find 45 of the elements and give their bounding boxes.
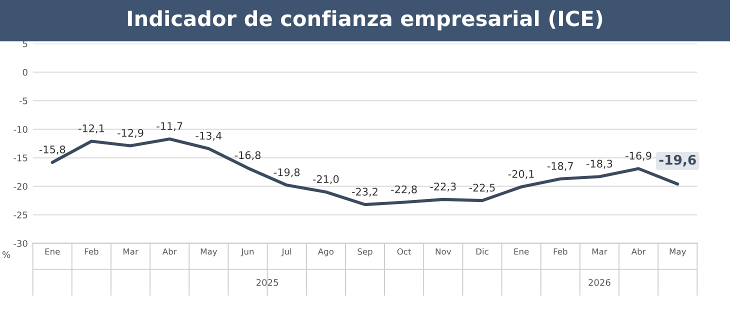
text: 2025 [256, 279, 278, 286]
x-tick-label: Abr [162, 248, 177, 255]
y-axis-title: % [2, 251, 10, 258]
data-label: -12,9 [118, 128, 144, 138]
data-label: -22,5 [469, 184, 495, 193]
x-tick-label: May [200, 248, 218, 256]
data-label: -18,7 [547, 162, 573, 171]
data-label: -13,4 [196, 132, 222, 141]
x-tick-label: Ene [514, 248, 529, 255]
data-label: -22,8 [391, 185, 417, 194]
y-tick-label: -25 [14, 212, 28, 218]
data-label: -22,3 [430, 182, 456, 192]
x-tick-label: Mar [592, 248, 608, 255]
x-tick-label: Ago [318, 248, 334, 256]
x-tick-label: Oct [397, 248, 412, 255]
data-label: -12,1 [78, 124, 104, 134]
x-tick-label: Feb [554, 248, 568, 255]
data-label: -18,3 [586, 160, 612, 169]
y-tick-label: -10 [14, 126, 28, 133]
data-label: -16,8 [234, 151, 261, 160]
data-label: -21,0 [312, 175, 339, 184]
x-tick-label: Jun [240, 248, 254, 256]
x-tick-label: Ene [45, 248, 60, 255]
x-tick-label: May [670, 248, 686, 256]
x-tick-label: Abr [631, 248, 646, 255]
x-tick-label: Feb [84, 248, 98, 255]
data-label: -20,1 [508, 170, 534, 179]
data-label: -16,9 [626, 152, 652, 161]
x-tick-label: Jul [281, 248, 292, 256]
data-label: -15,8 [39, 146, 66, 154]
y-tick-label: -5 [19, 98, 28, 104]
text: 2026 [588, 279, 610, 286]
data-label: -19,6 [659, 154, 696, 166]
data-label: -19,8 [274, 168, 300, 178]
x-tick-label: Mar [124, 248, 138, 255]
x-tick-label: Sep [358, 248, 372, 256]
data-label: -11,7 [156, 122, 182, 132]
y-tick-label: 0 [22, 68, 28, 76]
data-label: -23,2 [352, 188, 378, 197]
y-tick-label: -20 [14, 183, 28, 190]
x-tick-label: Nov [436, 248, 452, 255]
y-tick-label: -15 [14, 154, 28, 162]
y-tick-label: -30 [14, 240, 28, 247]
chart-title: Indicador de confianza empresarial (ICE) [128, 10, 602, 30]
x-tick-label: Dic [476, 248, 488, 255]
